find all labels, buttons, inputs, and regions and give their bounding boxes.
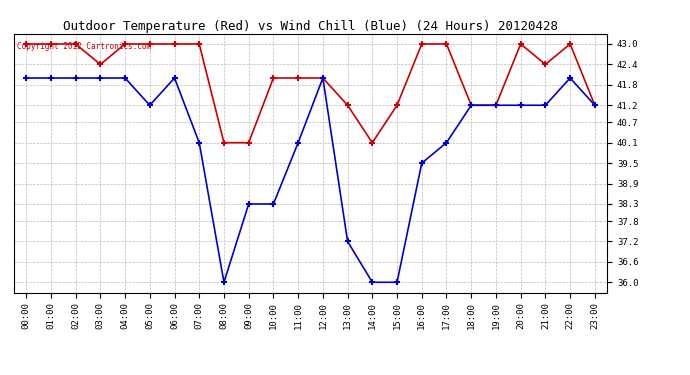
Text: Copyright 2012 Cartronics.com: Copyright 2012 Cartronics.com [17, 42, 151, 51]
Title: Outdoor Temperature (Red) vs Wind Chill (Blue) (24 Hours) 20120428: Outdoor Temperature (Red) vs Wind Chill … [63, 20, 558, 33]
